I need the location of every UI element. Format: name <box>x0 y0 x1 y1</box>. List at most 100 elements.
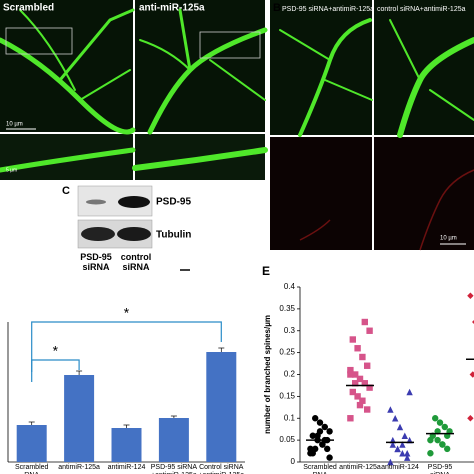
point <box>321 423 328 431</box>
point <box>352 380 359 387</box>
point <box>356 375 364 383</box>
point <box>324 445 331 453</box>
point <box>361 318 368 326</box>
scale-label: 10 µm <box>440 236 457 242</box>
bar <box>111 428 142 462</box>
zoom-box <box>5 27 73 55</box>
micrograph <box>135 0 265 132</box>
lane-label: PSD-95 siRNA <box>80 252 112 272</box>
point <box>361 380 368 387</box>
point <box>406 388 413 396</box>
point <box>387 406 394 413</box>
bar <box>64 375 95 462</box>
band-label: PSD-95 <box>156 197 191 208</box>
point <box>347 415 354 422</box>
point <box>396 423 404 431</box>
point <box>427 436 434 444</box>
point <box>432 415 439 422</box>
band <box>81 227 115 241</box>
bracket <box>31 321 222 372</box>
bar <box>158 418 189 462</box>
micrograph <box>374 0 474 135</box>
point <box>401 432 408 439</box>
y-tick-label: 0.15 <box>279 391 295 400</box>
image-title: Scrambled <box>3 3 54 14</box>
point <box>467 292 474 299</box>
scale-label: 10 µm <box>6 122 23 128</box>
point <box>434 436 441 444</box>
point <box>399 441 406 448</box>
bar <box>206 352 237 462</box>
point <box>436 419 444 426</box>
band-label: Tubulin <box>156 230 191 241</box>
point <box>439 441 446 448</box>
point <box>326 454 333 461</box>
x-tick-label: PSD-95 siRNA +antimiR-125a <box>150 464 198 474</box>
image-title: PSD-95 siRNA+antimiR-125a <box>282 6 374 13</box>
panel-label: B <box>273 2 281 14</box>
y-tick-label: 0.4 <box>284 282 296 291</box>
point <box>392 415 399 422</box>
point <box>354 393 361 400</box>
annotation: * <box>53 343 59 359</box>
band <box>118 196 150 208</box>
point <box>404 454 411 461</box>
y-axis-title: number of branched spines/µm <box>263 315 272 434</box>
lane-label: control siRNA <box>120 252 152 272</box>
y-tick-label: 0.05 <box>279 435 295 444</box>
point <box>352 371 359 378</box>
point <box>349 336 356 343</box>
point <box>359 397 366 404</box>
point <box>364 362 371 369</box>
point <box>366 327 373 334</box>
point <box>359 353 366 361</box>
y-tick-label: 0.1 <box>284 413 296 422</box>
zoom-box <box>199 31 261 59</box>
x-tick-label: antimiR-124 <box>381 464 419 471</box>
x-tick-label: antimiR-125a <box>58 464 100 471</box>
image-title: control siRNA+antimiR-125a <box>377 6 466 13</box>
x-tick-label: antimiR-125a <box>339 464 381 471</box>
point <box>309 432 316 439</box>
x-tick-label: Control siRNA +antimiR-125a <box>198 464 244 474</box>
micrograph <box>270 137 372 250</box>
x-tick-label: Scrambled RNA <box>14 464 49 474</box>
y-tick-label: 0.2 <box>284 370 296 379</box>
bar <box>16 425 47 462</box>
red-channel <box>299 169 474 251</box>
y-tick-label: 0 <box>291 457 296 466</box>
panel-label: C <box>62 185 70 197</box>
point <box>312 445 319 453</box>
point <box>326 428 333 435</box>
y-tick-label: 0.25 <box>279 348 295 357</box>
point <box>366 384 373 391</box>
point <box>387 458 394 466</box>
micrograph <box>0 0 133 132</box>
point <box>316 428 324 435</box>
dendrites <box>279 18 474 138</box>
point <box>364 406 371 413</box>
point <box>347 371 354 378</box>
point <box>399 450 406 457</box>
band <box>86 199 106 205</box>
x-tick-label: Scrambled RNA <box>303 464 337 474</box>
y-tick-label: 0.3 <box>284 326 296 335</box>
point <box>347 366 354 374</box>
point <box>349 388 356 396</box>
point <box>394 445 401 453</box>
point <box>469 371 474 378</box>
x-tick-label: PSD-95 siRNA +antimiR-125a <box>427 464 453 474</box>
point <box>356 401 364 409</box>
point <box>404 450 411 457</box>
micrograph <box>270 0 372 135</box>
y-tick-label: 0.35 <box>279 304 295 313</box>
dendrites <box>0 8 268 173</box>
point <box>316 419 324 426</box>
annotation: * <box>124 305 130 321</box>
point <box>427 450 434 457</box>
point <box>389 441 396 448</box>
x-tick-label: antimiR-124 <box>107 464 146 471</box>
point <box>444 445 451 453</box>
scale-label: 5 µm <box>6 167 17 173</box>
